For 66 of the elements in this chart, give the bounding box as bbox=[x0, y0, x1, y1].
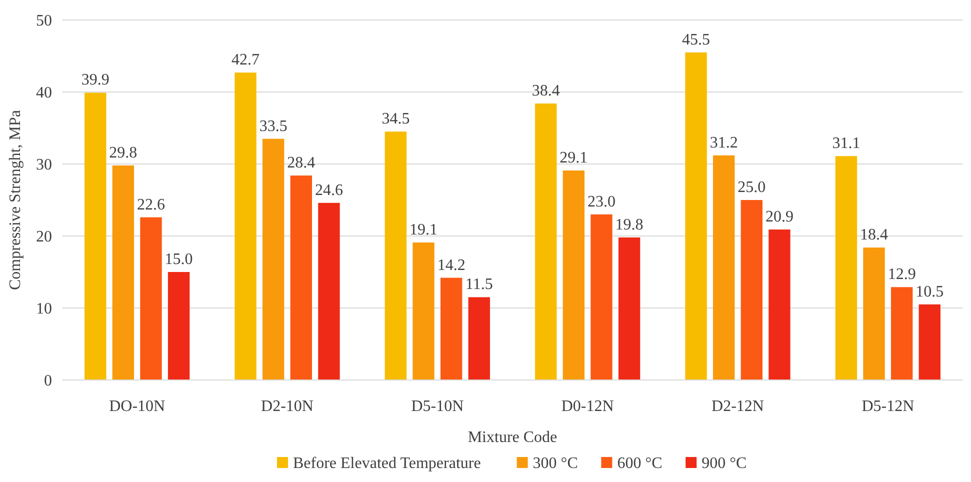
bar bbox=[168, 272, 190, 380]
bar bbox=[863, 248, 885, 380]
legend-label: 300 °C bbox=[532, 455, 578, 472]
bar bbox=[112, 165, 134, 380]
bar bbox=[440, 278, 462, 380]
bar bbox=[562, 170, 585, 380]
data-label: 45.5 bbox=[682, 31, 710, 48]
x-tick-label: D2-10N bbox=[261, 398, 314, 415]
x-tick-label: D0-12N bbox=[561, 398, 614, 415]
bar bbox=[618, 237, 640, 380]
bar bbox=[590, 214, 612, 380]
y-tick-label: 10 bbox=[36, 300, 52, 318]
legend-label: 900 °C bbox=[702, 455, 747, 472]
x-tick-label: D2-12N bbox=[712, 398, 764, 415]
data-label: 22.6 bbox=[136, 196, 165, 214]
y-tick-label: 0 bbox=[44, 372, 52, 390]
data-label: 39.9 bbox=[81, 72, 110, 89]
data-label: 10.5 bbox=[916, 283, 944, 300]
data-label: 12.9 bbox=[888, 266, 916, 284]
legend-label: 600 °C bbox=[617, 455, 662, 472]
bar bbox=[768, 230, 790, 380]
x-axis-title: Mixture Code bbox=[468, 429, 558, 446]
data-label: 28.4 bbox=[287, 154, 316, 172]
bar bbox=[890, 287, 913, 380]
x-tick-label: D5-12N bbox=[862, 398, 915, 415]
data-label: 29.1 bbox=[560, 149, 588, 166]
data-label: 23.0 bbox=[587, 193, 616, 210]
x-tick-label: D5-10N bbox=[411, 398, 464, 415]
data-label: 34.5 bbox=[382, 110, 410, 128]
data-label: 33.5 bbox=[259, 118, 288, 135]
data-label: 19.8 bbox=[615, 216, 644, 234]
bar bbox=[468, 297, 490, 380]
y-tick-label: 20 bbox=[36, 228, 52, 246]
bar bbox=[535, 104, 557, 380]
bar bbox=[835, 156, 858, 380]
data-label: 18.4 bbox=[860, 226, 888, 244]
data-label: 15.0 bbox=[164, 251, 193, 268]
data-label: 38.4 bbox=[532, 82, 560, 100]
bar bbox=[685, 52, 707, 380]
data-label: 25.0 bbox=[738, 179, 766, 196]
bar bbox=[318, 202, 340, 380]
bar bbox=[262, 138, 284, 380]
y-tick-label: 30 bbox=[36, 156, 52, 174]
data-label: 31.2 bbox=[710, 134, 738, 152]
y-tick-label: 50 bbox=[36, 12, 52, 30]
bar bbox=[918, 304, 940, 380]
bar bbox=[740, 200, 762, 380]
data-label: 11.5 bbox=[465, 276, 493, 294]
data-label: 14.2 bbox=[437, 256, 466, 274]
data-label: 19.1 bbox=[410, 221, 438, 238]
bar bbox=[713, 155, 735, 380]
data-label: 31.1 bbox=[832, 135, 860, 152]
bar bbox=[290, 176, 312, 380]
bar bbox=[234, 72, 256, 380]
data-label: 42.7 bbox=[232, 52, 260, 69]
data-label: 20.9 bbox=[765, 208, 794, 226]
y-tick-label: 40 bbox=[36, 84, 52, 102]
bar bbox=[384, 132, 407, 380]
bar bbox=[412, 242, 434, 380]
bar bbox=[140, 217, 162, 380]
y-axis-title: Compressive Strenght, MPa bbox=[7, 110, 24, 290]
bar bbox=[84, 92, 106, 380]
legend-label: Before Elevated Temperature bbox=[293, 455, 481, 472]
x-tick-label: DO-10N bbox=[109, 398, 166, 415]
data-label: 29.8 bbox=[109, 144, 138, 162]
data-label: 24.6 bbox=[314, 182, 343, 199]
